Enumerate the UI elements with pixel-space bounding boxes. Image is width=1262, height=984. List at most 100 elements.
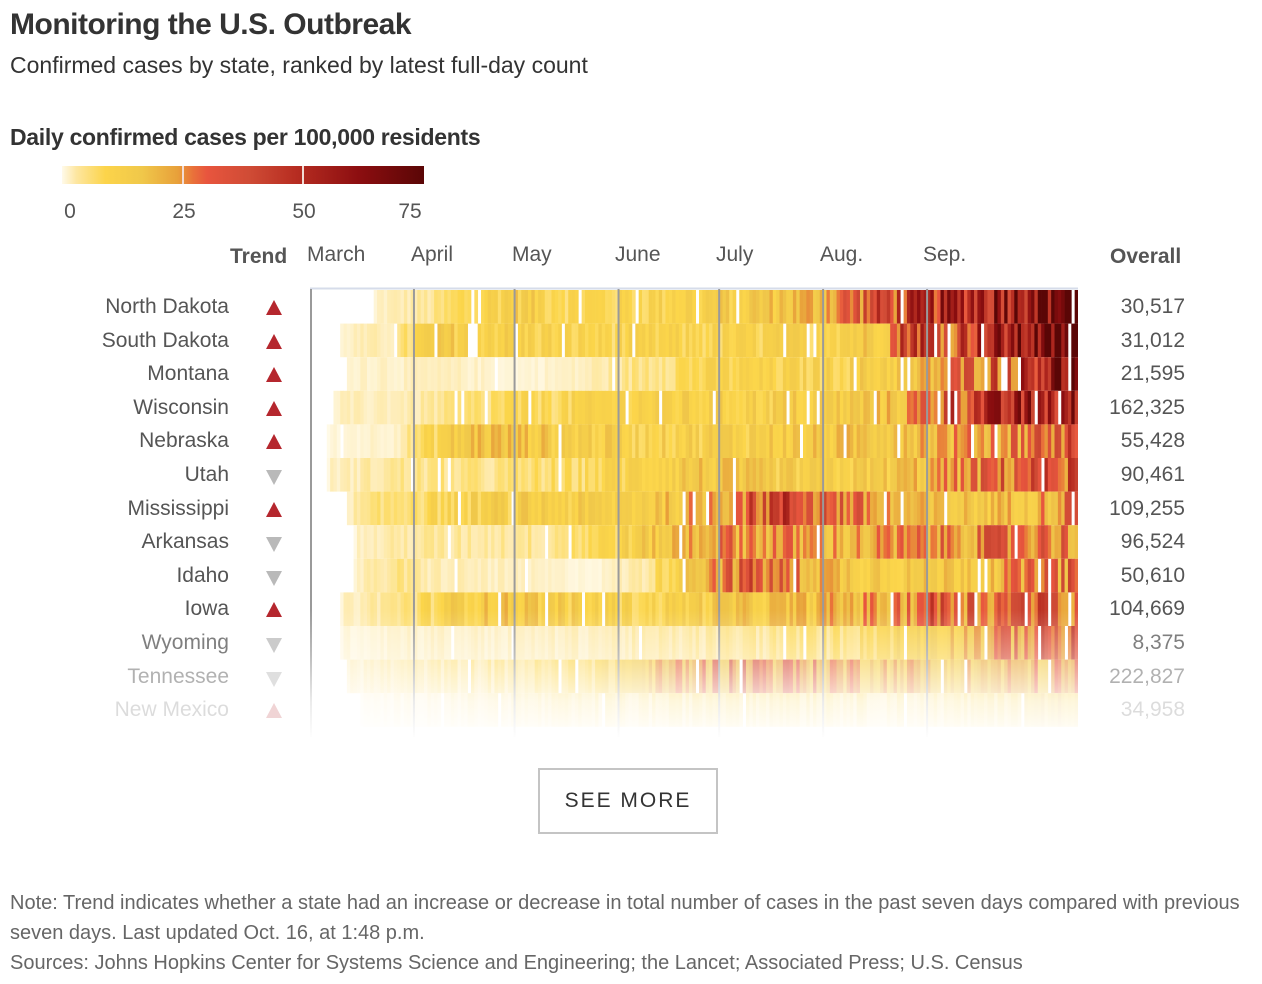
heatmap-cell (531, 357, 536, 391)
heatmap-cell (615, 525, 619, 559)
heatmap-cell (1044, 357, 1049, 391)
heatmap-cell (487, 558, 492, 593)
heatmap-cell (947, 626, 951, 660)
heatmap-cell (786, 357, 790, 391)
heatmap-cell (1061, 390, 1065, 425)
heatmap-cell (1000, 390, 1005, 425)
heatmap-row (353, 558, 1078, 593)
heatmap-cell (906, 390, 911, 425)
heatmap-cell (732, 357, 737, 391)
heatmap-cell (1074, 525, 1078, 559)
heatmap-row (340, 323, 1078, 358)
overall-count: 96,524 (1120, 530, 1185, 554)
heatmap-cell (863, 558, 868, 593)
heatmap-cell (672, 458, 676, 492)
heatmap-cell (1067, 693, 1072, 727)
heatmap-cell (987, 390, 992, 425)
heatmap-cell (595, 390, 599, 425)
heatmap-cell (984, 290, 988, 324)
heatmap-cell (685, 693, 690, 727)
heatmap-cell (792, 357, 797, 391)
heatmap-cell (390, 626, 395, 660)
heatmap-cell (511, 592, 515, 626)
heatmap-cell (913, 626, 918, 660)
heatmap-cell (886, 592, 891, 626)
heatmap-cell (417, 626, 422, 660)
heatmap-cell (457, 626, 462, 660)
heatmap-cell (715, 390, 720, 425)
heatmap-cell (870, 458, 874, 492)
heatmap-cell (541, 491, 546, 526)
heatmap-cell (722, 592, 727, 626)
heatmap-cell (534, 693, 539, 727)
heatmap-cell (930, 491, 935, 526)
heatmap-cell (896, 491, 901, 526)
heatmap-cell (346, 458, 351, 492)
heatmap-cell (407, 424, 411, 458)
heatmap-cell (997, 659, 1002, 694)
heatmap-cell (682, 525, 686, 559)
heatmap-cell (494, 592, 499, 626)
heatmap-cell (611, 659, 616, 694)
heatmap-cell (1041, 659, 1045, 694)
heatmap-cell (561, 357, 566, 391)
heatmap-cell (578, 458, 582, 492)
heatmap-cell (370, 693, 375, 727)
heatmap-cell (564, 323, 569, 358)
heatmap-cell (682, 357, 686, 391)
heatmap-cell (977, 458, 982, 492)
heatmap-cell (544, 693, 549, 727)
heatmap-cell (558, 525, 562, 559)
heatmap-cell (1071, 558, 1075, 593)
heatmap-cell (756, 626, 760, 660)
heatmap-cell (839, 290, 844, 324)
heatmap-cell (796, 323, 800, 358)
heatmap-cell (1071, 626, 1075, 660)
heatmap-cell (605, 592, 609, 626)
heatmap-cell (527, 558, 532, 593)
heatmap-cell (953, 659, 958, 694)
heatmap-cell (960, 693, 965, 727)
heatmap-cell (1057, 525, 1062, 559)
heatmap-cell (548, 558, 552, 593)
heatmap-cell (977, 491, 982, 526)
heatmap-cell (910, 491, 915, 526)
heatmap-cell (994, 525, 998, 559)
heatmap-cell (1014, 659, 1018, 694)
heatmap-cell (739, 592, 743, 626)
heatmap-cell (638, 558, 643, 593)
heatmap-cell (873, 592, 878, 626)
see-more-button[interactable]: SEE MORE (538, 768, 718, 834)
heatmap-cell (839, 458, 844, 492)
heatmap-cell (997, 458, 1002, 492)
heatmap-cell (675, 525, 680, 559)
heatmap-cell (762, 525, 767, 559)
heatmap-cell (457, 592, 462, 626)
heatmap-cell (1037, 390, 1042, 425)
heatmap-cell (756, 592, 760, 626)
heatmap-cell (987, 491, 992, 526)
heatmap-cell (568, 290, 572, 324)
heatmap-cell (813, 592, 817, 626)
heatmap-cell (735, 491, 740, 526)
heatmap-cell (534, 357, 539, 391)
heatmap-cell (424, 323, 428, 358)
heatmap-cell (440, 525, 445, 559)
heatmap-cell (819, 390, 824, 425)
heatmap-cell (564, 525, 569, 559)
heatmap-cell (1074, 558, 1078, 593)
heatmap-cell (360, 693, 365, 727)
heatmap-cell (745, 491, 750, 526)
heatmap-cell (1061, 357, 1065, 391)
heatmap-cell (558, 592, 562, 626)
heatmap-cell (779, 458, 784, 492)
heatmap-cell (356, 592, 361, 626)
heatmap-cell (1044, 558, 1049, 593)
heatmap-cell (410, 424, 415, 458)
heatmap-cell (373, 693, 378, 727)
heatmap-cell (1014, 290, 1018, 324)
heatmap-cell (719, 558, 723, 593)
heatmap-cell (403, 424, 408, 458)
heatmap-cell (672, 290, 676, 324)
heatmap-cell (481, 357, 485, 391)
